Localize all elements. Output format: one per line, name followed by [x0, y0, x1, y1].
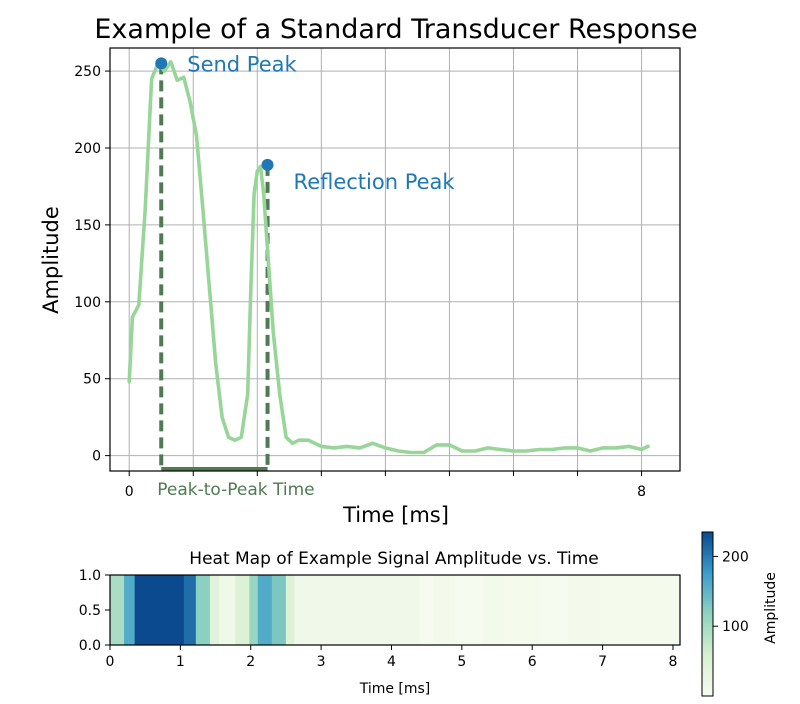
x-tick-label: 8	[637, 484, 646, 500]
heatmap-cell	[419, 575, 435, 645]
y-tick-label: 50	[83, 372, 101, 388]
heatmap-axes: 0 1 2 3 4 5 6 7 8 0.0 0.5 1.0	[79, 568, 678, 670]
y-tick-label: 100	[74, 295, 101, 311]
heatmap-cell	[539, 575, 568, 645]
heatmap-xlabel: Time [ms]	[359, 681, 431, 697]
top-chart-axes: 0 8 0 50 100 150 200 250	[74, 64, 646, 500]
heatmap-title: Heat Map of Example Signal Amplitude vs.…	[189, 549, 598, 569]
heatmap-cell	[249, 575, 259, 645]
x-tick-label: 0	[125, 484, 134, 500]
heatmap-y-tick-label: 0.0	[79, 638, 101, 654]
peak-annotation: Peak-to-Peak Time	[157, 63, 315, 500]
peak-to-peak-label: Peak-to-Peak Time	[157, 480, 314, 500]
heatmap-x-tick-label: 1	[176, 654, 185, 670]
heatmap-x-tick-label: 5	[457, 654, 466, 670]
colorbar-label: Amplitude	[763, 572, 779, 644]
top-chart-grid	[110, 48, 680, 471]
heatmap-x-tick-label: 0	[106, 654, 115, 670]
heatmap-x-tick-label: 3	[317, 654, 326, 670]
top-chart-ylabel: Amplitude	[39, 206, 63, 314]
reflection-peak-label: Reflection Peak	[294, 170, 456, 194]
signal-line	[127, 59, 650, 455]
y-tick-label: 0	[92, 449, 101, 465]
heatmap-cell	[285, 575, 295, 645]
top-chart-title: Example of a Standard Transducer Respons…	[94, 14, 697, 45]
send-peak-label: Send Peak	[187, 52, 297, 76]
heatmap-cell	[567, 575, 603, 645]
heatmap-cell	[235, 575, 250, 645]
heatmap-cells	[110, 575, 681, 645]
heatmap-cell	[195, 575, 211, 645]
heatmap-cell	[433, 575, 456, 645]
heatmap-x-tick-label: 4	[387, 654, 396, 670]
heatmap-cell	[602, 575, 646, 645]
reflection-peak-marker	[261, 158, 274, 171]
heatmap-x-tick-label: 6	[528, 654, 537, 670]
heatmap-x-tick-label: 8	[669, 654, 678, 670]
heatmap-y-tick-label: 1.0	[79, 568, 101, 584]
heatmap-x-tick-label: 2	[246, 654, 255, 670]
top-chart-markers: Send Peak Reflection Peak	[155, 52, 455, 194]
heatmap-x-tick-label: 7	[598, 654, 607, 670]
heatmap-cell	[271, 575, 287, 645]
colorbar-tick-label: 200	[722, 549, 749, 565]
heatmap-cell	[482, 575, 505, 645]
heatmap-cell	[294, 575, 421, 645]
heatmap-frame	[109, 574, 681, 646]
y-tick-label: 150	[74, 218, 101, 234]
heatmap-cell	[454, 575, 484, 645]
colorbar	[701, 531, 714, 697]
y-tick-label: 250	[74, 64, 101, 80]
colorbar-axes: 100 200	[713, 549, 749, 635]
heatmap-cell	[504, 575, 540, 645]
heatmap-cell	[134, 575, 185, 645]
y-tick-label: 200	[74, 141, 101, 157]
heatmap-cell	[209, 575, 220, 645]
top-chart-frame	[109, 47, 681, 472]
heatmap-cell	[257, 575, 273, 645]
send-peak-marker	[155, 57, 168, 70]
heatmap-y-tick-label: 0.5	[79, 603, 101, 619]
heatmap-cell	[644, 575, 681, 645]
heatmap-cell	[110, 575, 125, 645]
heatmap-cell	[124, 575, 136, 645]
top-chart-xlabel: Time [ms]	[342, 503, 449, 527]
colorbar-tick-label: 100	[722, 619, 749, 635]
heatmap-cell	[183, 575, 197, 645]
heatmap-cell	[219, 575, 236, 645]
top-chart-series	[127, 59, 650, 455]
